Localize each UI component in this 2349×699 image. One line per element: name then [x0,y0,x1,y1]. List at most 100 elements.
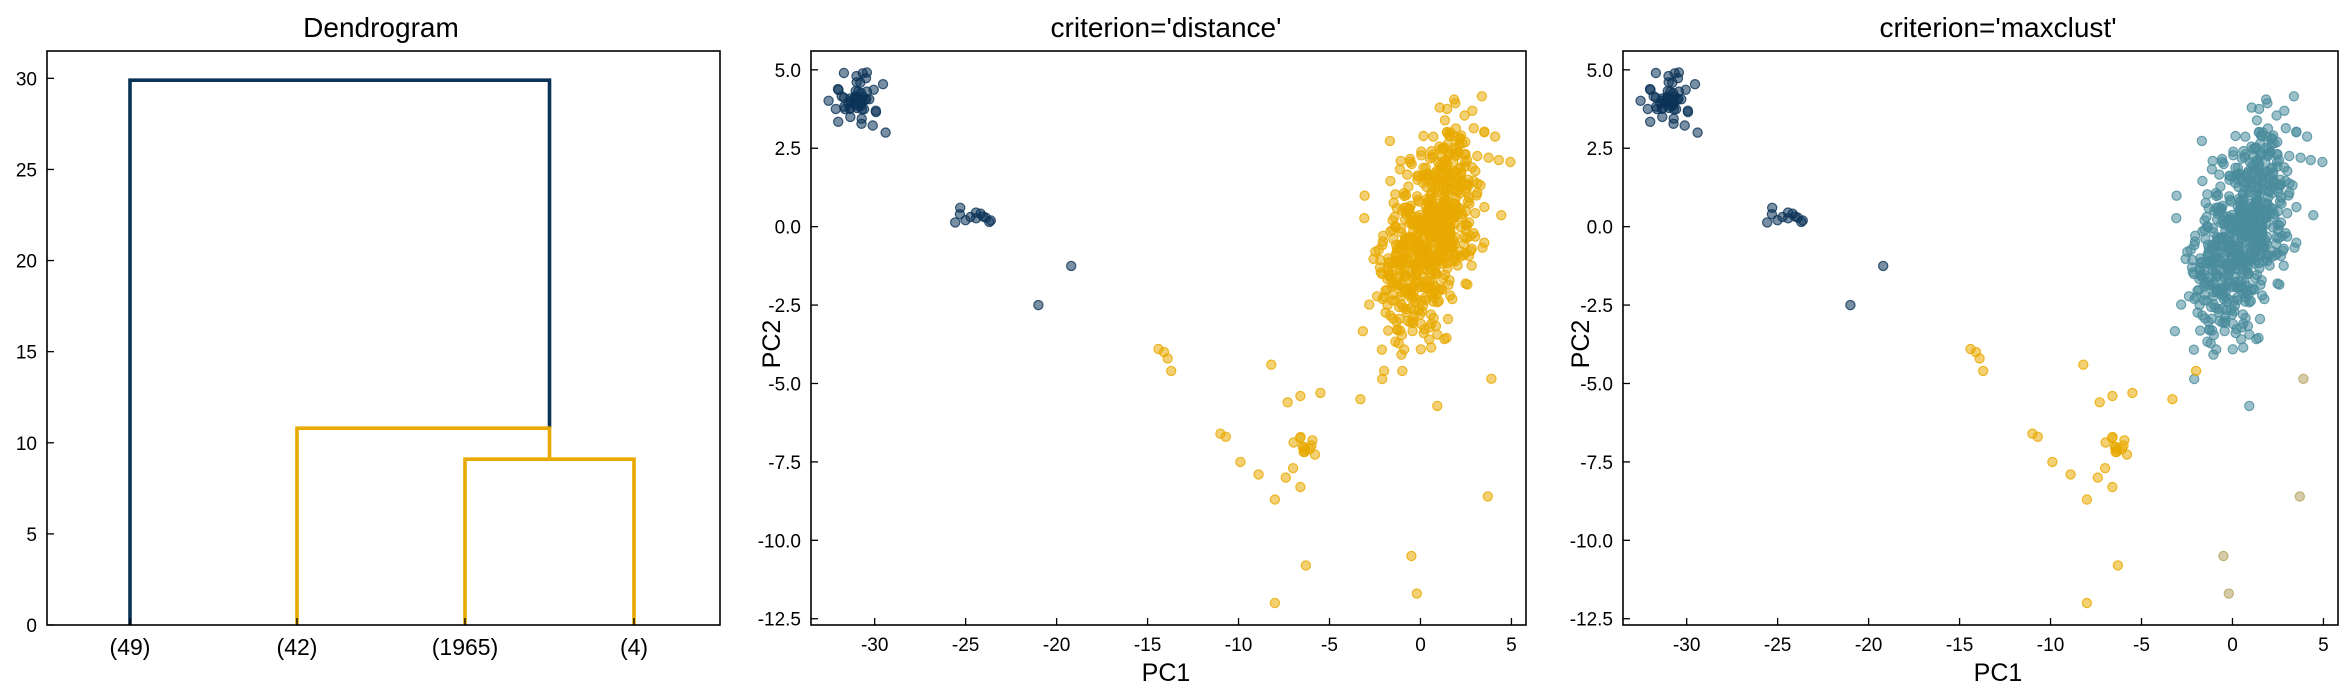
distance-scatter-point-745 [1406,550,1417,562]
maxclust-scatter-point-314 [2262,97,2273,109]
distance-scatter-point-299 [1444,275,1455,286]
maxclust-scatter-point-299 [2256,275,2267,286]
distance-scatter-point-493 [1496,209,1507,221]
distance-scatter-xtick-label-0: -30 [861,635,888,656]
maxclust-scatter-point-735 [2078,359,2089,370]
maxclust-scatter-point-708 [2224,170,2235,181]
distance-scatter-point-528 [1403,181,1414,192]
distance-scatter-point-664 [1442,214,1454,225]
maxclust-scatter-ytick-label-7: 5.0 [1587,61,1613,82]
distance-scatter-point-700 [1421,242,1433,253]
distance-scatter-plot-area: -30 -25 -20 -15 -10 -5 0 5 -12.5 -10.0 -7.5 -5.0 -2.… [758,50,1527,656]
distance-scatter-point-197 [1390,336,1401,347]
maxclust-scatter-point-677 [2263,186,2275,198]
maxclust-scatter-point-750 [2298,373,2309,384]
maxclust-scatter-point-726 [2106,432,2118,444]
maxclust-scatter-point-658 [2201,279,2212,290]
maxclust-scatter-point-740 [2094,397,2105,408]
maxclust-scatter-point-679 [2202,189,2213,200]
maxclust-scatter-point-682 [2268,175,2280,186]
distance-scatter-point-738 [1287,463,1299,474]
distance-scatter-point-621 [1460,247,1471,259]
maxclust-scatter-point-743 [2167,394,2178,405]
distance-scatter-ytick-label-7: 5.0 [775,61,801,82]
distance-scatter-point-57 [965,211,976,223]
distance-scatter-point-575 [1399,190,1410,202]
distance-scatter-point-650 [1432,198,1443,210]
distance-scatter-point-746 [1411,588,1423,599]
distance-scatter-point-632 [1463,192,1475,203]
distance-scatter-xtick-label-1: -25 [952,635,979,656]
distance-scatter-point-467 [1387,215,1398,226]
maxclust-scatter-point-421 [2180,253,2191,265]
dendrogram-leaf-label-1: (42) [277,634,318,660]
distance-scatter-point-645 [1479,126,1490,137]
maxclust-scatter-point-729 [1977,365,1989,377]
distance-scatter-point-570 [1441,127,1453,138]
maxclust-scatter-xlabel: PC1 [1974,659,2023,687]
distance-scatter-point-692 [1432,329,1443,340]
maxclust-scatter-point-397 [2254,313,2266,325]
maxclust-scatter-ytick-label-6: 2.5 [1587,139,1613,160]
distance-scatter-point-743 [1355,394,1366,405]
distance-scatter-xtick-label-3: -15 [1134,635,1161,656]
distance-scatter-point-713 [1440,232,1452,243]
maxclust-scatter-point-689 [2208,349,2219,360]
maxclust-scatter-point-60 [1692,127,1703,138]
distance-scatter-point-747 [1300,560,1312,571]
distance-scatter-point-278 [1466,260,1477,271]
distance-scatter-point-712 [1455,130,1467,141]
distance-scatter-point-211 [1468,122,1480,134]
distance-scatter-xtick-label-5: -5 [1321,635,1338,656]
distance-scatter-point-384 [1493,154,1505,166]
maxclust-scatter-point-459 [2240,131,2251,142]
distance-scatter-point-714 [1407,315,1419,327]
maxclust-scatter-series-2 [1965,343,2202,609]
distance-scatter-point-733 [1235,456,1246,468]
distance-scatter-point-683 [1411,244,1422,255]
maxclust-scatter-point-101 [2317,156,2328,168]
maxclust-scatter-point-209 [2194,325,2206,336]
maxclust-scatter-plot-area: -30 -25 -20 -15 -10 -5 0 5 -12.5 -10.0 -7.5 -5.0 -2.… [1570,50,2339,656]
maxclust-scatter-point-197 [2202,336,2213,347]
maxclust-scatter-point-616 [2274,279,2285,290]
distance-scatter-point-651 [1398,268,1409,280]
distance-scatter-point-703 [1448,142,1460,153]
distance-scatter-point-413 [1376,344,1388,355]
maxclust-scatter-point-23 [1657,111,1668,123]
maxclust-scatter-point-663 [2253,332,2264,344]
distance-scatter-point-576 [1434,102,1445,113]
distance-scatter-point-751 [1397,365,1408,377]
maxclust-scatter-point-744 [2190,365,2202,377]
maxclust-scatter-point-712 [2267,130,2279,141]
distance-scatter-point-680 [1472,178,1483,189]
maxclust-scatter-point-35 [1673,67,1685,78]
maxclust-scatter-point-701 [2232,201,2243,212]
maxclust-scatter-frame [1622,50,2339,626]
distance-scatter-point-666 [1467,105,1478,117]
distance-scatter-point-580 [1416,146,1427,157]
maxclust-scatter-point-535 [2236,281,2247,292]
maxclust-scatter-point-702 [2250,246,2261,257]
distance-scatter-point-155 [1415,344,1427,355]
distance-scatter-point-734 [1253,469,1264,480]
distance-scatter-point-40 [868,84,879,96]
distance-scatter-point-42 [833,84,844,96]
distance-scatter-point-513 [1417,271,1429,283]
distance-scatter-point-691 [1377,230,1389,241]
distance-scatter-point-35 [861,67,873,78]
maxclust-scatter-point-59 [1663,70,1674,82]
distance-scatter-point-682 [1456,175,1468,186]
distance-scatter-xtick-label-2: -20 [1043,635,1070,656]
maxclust-scatter-point-683 [2223,244,2234,255]
dendrogram-leaf-label-2: (1965) [432,634,498,660]
distance-scatter-point-616 [1462,279,1473,290]
distance-scatter-ytick-label-4: -2.5 [768,296,801,317]
distance-scatter-point-689 [1396,349,1407,360]
distance-scatter-point-661 [1410,214,1421,225]
distance-scatter-point-1 [833,116,844,128]
maxclust-scatter-point-500 [2243,268,2254,279]
distance-scatter-point-360 [1402,169,1413,180]
distance-scatter-point-275 [1447,293,1458,305]
distance-scatter-point-63 [1033,299,1044,311]
